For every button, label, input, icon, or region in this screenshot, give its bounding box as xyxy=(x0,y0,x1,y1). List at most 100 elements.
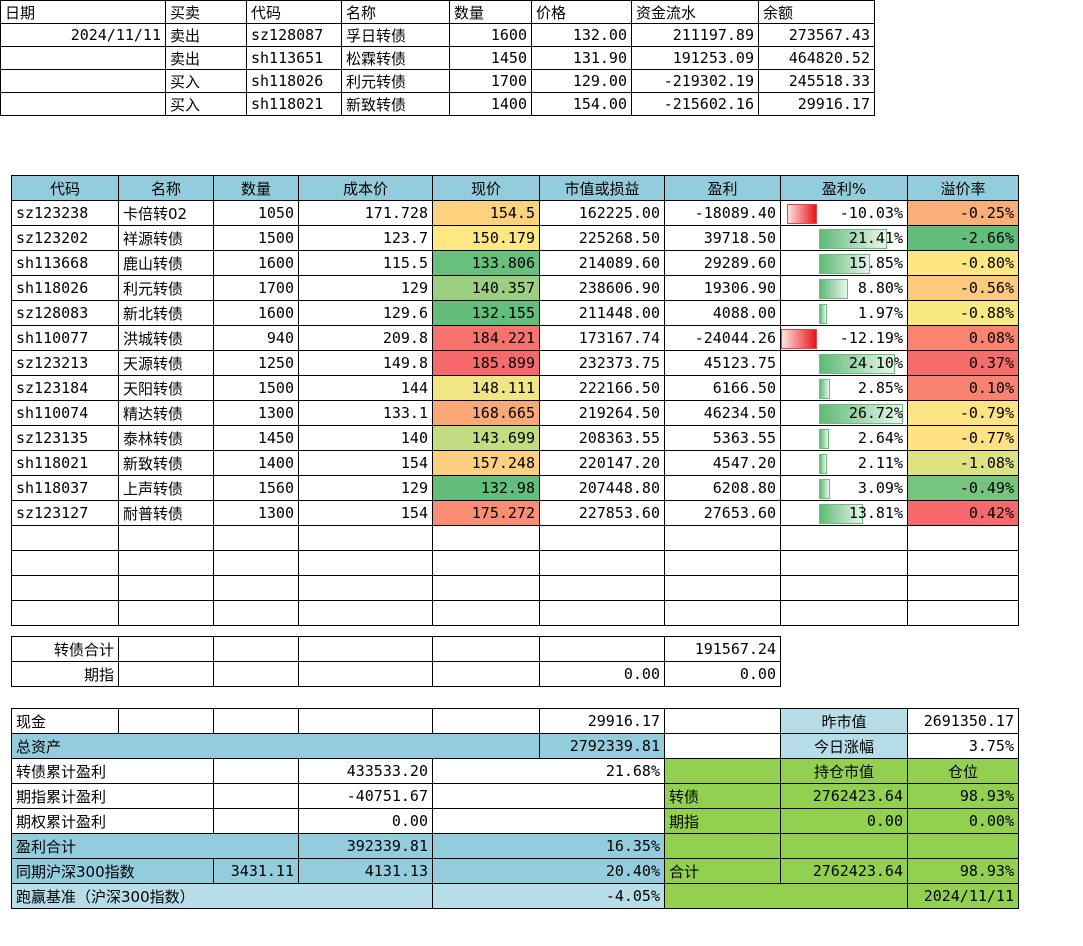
holding-profit[interactable]: 5363.55 xyxy=(664,425,781,451)
empty-cell[interactable] xyxy=(213,575,299,601)
holding-code[interactable]: sz128083 xyxy=(11,300,119,326)
empty-cell[interactable] xyxy=(298,708,433,734)
empty-cell[interactable] xyxy=(907,575,1019,601)
cash-value[interactable]: 29916.17 xyxy=(539,708,665,734)
cb-position-label[interactable]: 转债 xyxy=(664,783,781,809)
cb-cum-pct[interactable]: 21.68% xyxy=(432,758,665,784)
tx-flow[interactable]: -215602.16 xyxy=(631,92,759,116)
empty-cell[interactable] xyxy=(118,708,214,734)
empty-cell[interactable] xyxy=(539,550,665,576)
holding-cost[interactable]: 149.8 xyxy=(298,350,433,376)
header-flow[interactable]: 资金流水 xyxy=(631,0,759,24)
holding-code[interactable]: sz123184 xyxy=(11,375,119,401)
empty-cell[interactable] xyxy=(432,708,540,734)
empty-cell[interactable] xyxy=(213,525,299,551)
prev-mv-value[interactable]: 2691350.17 xyxy=(907,708,1019,734)
holding-profit-pct[interactable]: 2.64% xyxy=(780,425,908,451)
summary-date[interactable]: 2024/11/11 xyxy=(907,883,1019,909)
col-name[interactable]: 名称 xyxy=(118,175,214,201)
tx-code[interactable]: sz128087 xyxy=(246,23,342,47)
empty-cell[interactable] xyxy=(432,550,540,576)
holding-price[interactable]: 132.98 xyxy=(432,475,540,501)
empty-cell[interactable] xyxy=(298,550,433,576)
holding-code[interactable]: sh110074 xyxy=(11,400,119,426)
empty-cell[interactable] xyxy=(780,525,908,551)
holding-code[interactable]: sz123135 xyxy=(11,425,119,451)
holding-name[interactable]: 祥源转债 xyxy=(118,225,214,251)
holding-code[interactable]: sh118026 xyxy=(11,275,119,301)
empty-cell[interactable] xyxy=(539,600,665,626)
profit-total-label[interactable]: 盈利合计 xyxy=(11,833,299,859)
tx-qty[interactable]: 1600 xyxy=(449,23,532,47)
empty-cell[interactable] xyxy=(664,525,781,551)
green-cell[interactable] xyxy=(907,833,1019,859)
holding-price[interactable]: 140.357 xyxy=(432,275,540,301)
tx-side[interactable]: 买入 xyxy=(165,92,247,116)
holding-qty[interactable]: 1600 xyxy=(213,250,299,276)
holding-premium[interactable]: -0.49% xyxy=(907,475,1019,501)
col-qty[interactable]: 数量 xyxy=(213,175,299,201)
options-cum-label[interactable]: 期权累计盈利 xyxy=(11,808,214,834)
holding-price[interactable]: 185.899 xyxy=(432,350,540,376)
holding-qty[interactable]: 1250 xyxy=(213,350,299,376)
holding-premium[interactable]: 0.10% xyxy=(907,375,1019,401)
tx-price[interactable]: 132.00 xyxy=(531,23,632,47)
holding-premium[interactable]: -2.66% xyxy=(907,225,1019,251)
green-cell[interactable] xyxy=(664,883,908,909)
tx-name[interactable]: 松霖转债 xyxy=(341,46,450,70)
empty-cell[interactable] xyxy=(907,550,1019,576)
hs300-base[interactable]: 3431.11 xyxy=(213,858,299,884)
holding-qty[interactable]: 1500 xyxy=(213,225,299,251)
tx-name[interactable]: 新致转债 xyxy=(341,92,450,116)
col-mv[interactable]: 市值或损益 xyxy=(539,175,665,201)
empty-cell[interactable] xyxy=(432,808,665,834)
profit-total-pct[interactable]: 16.35% xyxy=(432,833,665,859)
cash-label[interactable]: 现金 xyxy=(11,708,119,734)
holding-profit-pct[interactable]: -12.19% xyxy=(780,325,908,351)
holding-name[interactable]: 洪城转债 xyxy=(118,325,214,351)
futures-subtotal-mv[interactable]: 0.00 xyxy=(539,661,665,687)
holding-profit[interactable]: 6166.50 xyxy=(664,375,781,401)
empty-cell[interactable] xyxy=(298,575,433,601)
empty-cell[interactable] xyxy=(907,525,1019,551)
cb-cum-label[interactable]: 转债累计盈利 xyxy=(11,758,214,784)
tx-date[interactable] xyxy=(0,92,166,116)
tx-balance[interactable]: 464820.52 xyxy=(758,46,875,70)
holding-profit-pct[interactable]: 2.11% xyxy=(780,450,908,476)
futures-subtotal-profit[interactable]: 0.00 xyxy=(664,661,781,687)
empty-cell[interactable] xyxy=(907,600,1019,626)
holding-code[interactable]: sz123202 xyxy=(11,225,119,251)
empty-cell[interactable] xyxy=(432,525,540,551)
empty-cell[interactable] xyxy=(118,550,214,576)
holding-mv[interactable]: 225268.50 xyxy=(539,225,665,251)
tx-side[interactable]: 卖出 xyxy=(165,46,247,70)
holding-profit[interactable]: 45123.75 xyxy=(664,350,781,376)
holding-code[interactable]: sh118021 xyxy=(11,450,119,476)
empty-cell[interactable] xyxy=(298,525,433,551)
holding-mv[interactable]: 238606.90 xyxy=(539,275,665,301)
futures-cum-value[interactable]: -40751.67 xyxy=(298,783,433,809)
holding-name[interactable]: 天源转债 xyxy=(118,350,214,376)
tx-balance[interactable]: 29916.17 xyxy=(758,92,875,116)
position-mv-label[interactable]: 持仓市值 xyxy=(780,758,908,784)
empty-cell[interactable] xyxy=(298,636,433,662)
holding-qty[interactable]: 1700 xyxy=(213,275,299,301)
holding-qty[interactable]: 1300 xyxy=(213,500,299,526)
benchmark-label[interactable]: 跑赢基准（沪深300指数） xyxy=(11,883,433,909)
holding-premium[interactable]: -0.77% xyxy=(907,425,1019,451)
tx-code[interactable]: sh118026 xyxy=(246,69,342,93)
hs300-label[interactable]: 同期沪深300指数 xyxy=(11,858,214,884)
holding-code[interactable]: sh118037 xyxy=(11,475,119,501)
holding-premium[interactable]: 0.42% xyxy=(907,500,1019,526)
holding-code[interactable]: sh113668 xyxy=(11,250,119,276)
today-change-value[interactable]: 3.75% xyxy=(907,733,1019,759)
holding-profit[interactable]: -18089.40 xyxy=(664,200,781,226)
tx-name[interactable]: 利元转债 xyxy=(341,69,450,93)
header-price[interactable]: 价格 xyxy=(531,0,632,24)
green-cell[interactable] xyxy=(664,758,781,784)
empty-cell[interactable] xyxy=(11,525,119,551)
holding-price[interactable]: 154.5 xyxy=(432,200,540,226)
empty-cell[interactable] xyxy=(118,661,214,687)
holding-name[interactable]: 新致转债 xyxy=(118,450,214,476)
tx-code[interactable]: sh113651 xyxy=(246,46,342,70)
